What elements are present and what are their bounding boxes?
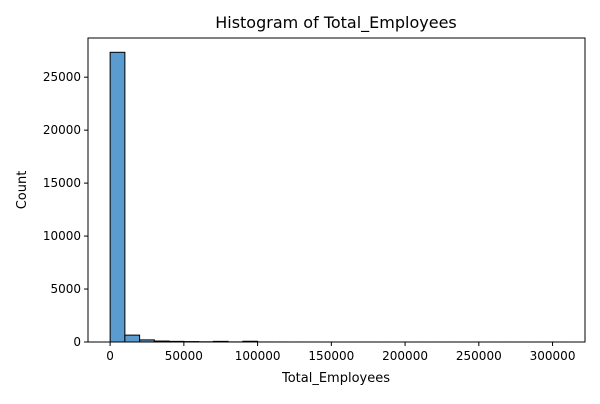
x-tick-label-2: 100000 xyxy=(235,349,281,363)
y-tick-label-5: 25000 xyxy=(43,70,81,84)
chart-title: Histogram of Total_Employees xyxy=(215,13,457,33)
x-tick-label-5: 250000 xyxy=(456,349,502,363)
y-tick-label-0: 0 xyxy=(73,335,81,349)
x-axis-ticks: 0 50000 100000 150000 200000 250000 300000 xyxy=(106,342,575,363)
plot-frame xyxy=(88,38,585,342)
y-tick-label-2: 10000 xyxy=(43,229,81,243)
y-tick-label-3: 15000 xyxy=(43,176,81,190)
y-axis-label: Count xyxy=(15,171,30,210)
bars-group xyxy=(110,52,567,342)
x-tick-label-6: 300000 xyxy=(530,349,576,363)
y-tick-label-4: 20000 xyxy=(43,123,81,137)
y-tick-label-1: 5000 xyxy=(50,282,81,296)
x-axis-label: Total_Employees xyxy=(281,371,390,386)
x-tick-label-1: 50000 xyxy=(165,349,203,363)
y-axis-ticks: 0 5000 10000 15000 20000 25000 xyxy=(43,70,88,349)
histogram-bar-0 xyxy=(110,52,125,342)
x-tick-label-4: 200000 xyxy=(382,349,428,363)
histogram-bar-1 xyxy=(125,335,140,342)
x-tick-label-0: 0 xyxy=(106,349,114,363)
x-tick-label-3: 150000 xyxy=(308,349,354,363)
